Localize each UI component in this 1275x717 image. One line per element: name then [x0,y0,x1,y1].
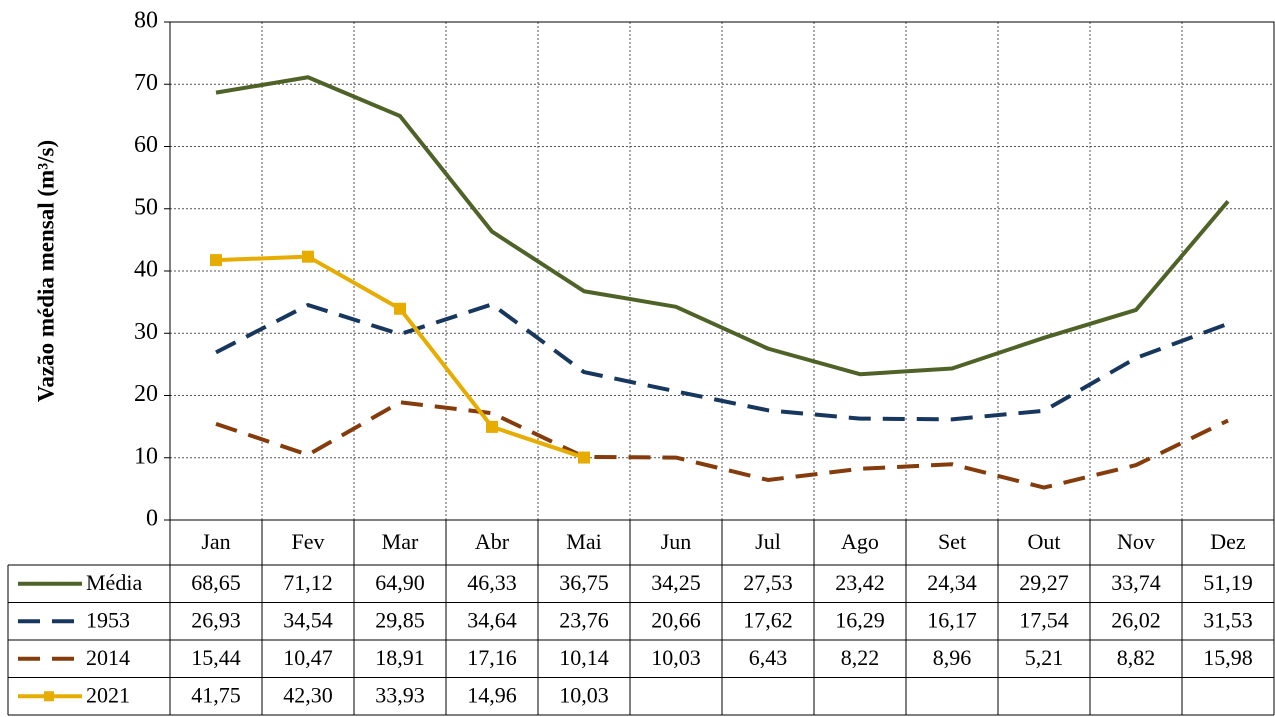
table-value: 14,96 [467,682,517,707]
table-value: 46,33 [467,570,517,595]
table-value: 26,02 [1111,607,1161,632]
y-tick-label: 80 [134,8,158,34]
table-value: 16,29 [835,607,885,632]
table-value: 34,64 [467,607,517,632]
x-tick-label: Jan [201,529,230,554]
table-value: 64,90 [375,570,425,595]
series-line [215,302,1229,422]
table-value: 10,03 [559,682,609,707]
table-value: 24,34 [927,570,977,595]
table-value: 10,47 [283,645,333,670]
table-value: 15,98 [1203,645,1253,670]
x-tick-label: Abr [475,529,510,554]
table-value: 29,27 [1019,570,1069,595]
table-value: 68,65 [191,570,241,595]
table-value: 23,76 [559,607,609,632]
table-value: 71,12 [283,570,333,595]
legend-label: 1953 [86,607,130,632]
x-tick-label: Jun [661,529,692,554]
table-value: 5,21 [1025,645,1064,670]
y-tick-label: 70 [134,70,158,96]
table-value: 36,75 [559,570,609,595]
y-tick-label: 0 [146,506,158,532]
y-tick-label: 10 [134,443,158,469]
x-tick-label: Set [938,529,966,554]
legend-marker [44,691,54,702]
table-value: 29,85 [375,607,425,632]
point-marker [394,302,406,315]
x-tick-label: Mai [566,529,601,554]
x-tick-label: Out [1028,529,1061,554]
y-tick-label: 30 [134,319,158,345]
x-tick-label: Dez [1210,529,1246,554]
table-value: 33,74 [1111,570,1161,595]
table-value: 17,16 [467,645,517,670]
table-value: 41,75 [191,682,241,707]
table-value: 18,91 [375,645,425,670]
point-marker [302,250,314,263]
y-axis-label: Vazão média mensal (m³/s) [33,140,58,402]
table-value: 51,19 [1203,570,1253,595]
x-tick-label: Jul [755,529,781,554]
series-line [215,254,585,460]
legend-label: 2021 [86,682,130,707]
y-tick-label: 40 [134,257,158,283]
table-value: 33,93 [375,682,425,707]
legend-label: 2014 [86,645,130,670]
table-value: 8,22 [841,645,880,670]
table-value: 8,96 [933,645,972,670]
point-marker [486,420,498,433]
table-value: 17,62 [743,607,793,632]
table-value: 31,53 [1203,607,1253,632]
x-tick-label: Ago [841,529,879,554]
point-marker [210,254,222,267]
series-line [215,400,1229,490]
legend-label: Média [86,570,142,595]
table-value: 16,17 [927,607,977,632]
table-value: 10,03 [651,645,701,670]
table-value: 26,93 [191,607,241,632]
table-value: 34,54 [283,607,333,632]
table-value: 23,42 [835,570,885,595]
y-tick-label: 20 [134,381,158,407]
y-tick-label: 60 [134,132,158,158]
table-value: 17,54 [1019,607,1069,632]
x-tick-label: Nov [1117,529,1155,554]
table-value: 27,53 [743,570,793,595]
table-value: 6,43 [749,645,788,670]
table-value: 10,14 [559,645,609,670]
table-value: 42,30 [283,682,333,707]
point-marker [578,451,590,464]
table-value: 15,44 [191,645,241,670]
table-value: 34,25 [651,570,701,595]
y-tick-label: 50 [134,194,158,220]
series-line [215,75,1230,377]
table-value: 20,66 [651,607,701,632]
x-tick-label: Fev [292,529,325,554]
x-tick-label: Mar [382,529,419,554]
table-value: 8,82 [1117,645,1156,670]
